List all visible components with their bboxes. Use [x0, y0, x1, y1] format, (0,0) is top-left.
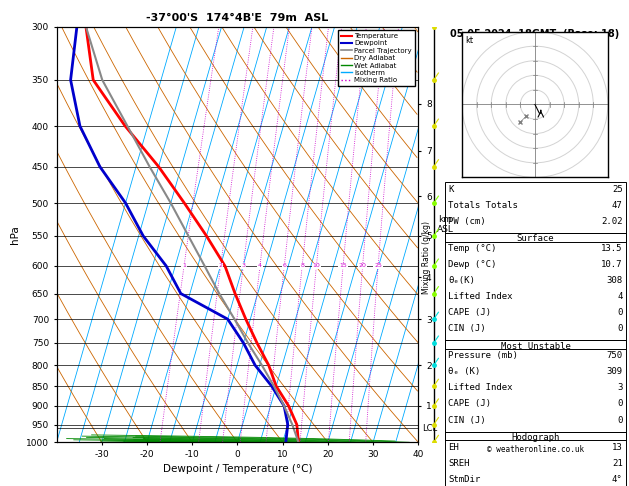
Text: LCL: LCL: [422, 424, 437, 433]
Legend: Temperature, Dewpoint, Parcel Trajectory, Dry Adiabat, Wet Adiabat, Isotherm, Mi: Temperature, Dewpoint, Parcel Trajectory…: [338, 30, 415, 86]
Text: CIN (J): CIN (J): [448, 324, 486, 333]
Text: 6: 6: [282, 263, 286, 268]
Text: kt: kt: [465, 36, 473, 45]
Text: 10.7: 10.7: [601, 260, 623, 269]
Text: 2.02: 2.02: [601, 217, 623, 226]
Text: Totals Totals: Totals Totals: [448, 201, 518, 209]
Text: Most Unstable: Most Unstable: [501, 342, 571, 350]
Text: 3: 3: [617, 383, 623, 392]
Y-axis label: km
ASL: km ASL: [437, 215, 454, 235]
Text: StmDir: StmDir: [448, 475, 481, 484]
Text: 750: 750: [606, 351, 623, 360]
Text: Lifted Index: Lifted Index: [448, 292, 513, 301]
Text: Pressure (mb): Pressure (mb): [448, 351, 518, 360]
Text: 25: 25: [374, 263, 382, 268]
Text: EH: EH: [448, 443, 459, 451]
Text: 10: 10: [313, 263, 320, 268]
Text: 47: 47: [612, 201, 623, 209]
Text: 4°: 4°: [612, 475, 623, 484]
Text: 0: 0: [617, 399, 623, 408]
Text: CAPE (J): CAPE (J): [448, 308, 491, 317]
Text: 4: 4: [617, 292, 623, 301]
Text: Dewp (°C): Dewp (°C): [448, 260, 497, 269]
Text: 25: 25: [612, 185, 623, 193]
Text: Lifted Index: Lifted Index: [448, 383, 513, 392]
Text: 05.05.2024  18GMT  (Base: 18): 05.05.2024 18GMT (Base: 18): [450, 29, 620, 39]
X-axis label: Dewpoint / Temperature (°C): Dewpoint / Temperature (°C): [163, 465, 312, 474]
Text: 21: 21: [612, 459, 623, 468]
Text: Temp (°C): Temp (°C): [448, 244, 497, 253]
Y-axis label: hPa: hPa: [11, 225, 20, 244]
Text: 309: 309: [606, 367, 623, 376]
Text: 20: 20: [359, 263, 367, 268]
Title: -37°00'S  174°4B'E  79m  ASL: -37°00'S 174°4B'E 79m ASL: [147, 13, 328, 23]
Text: 0: 0: [617, 308, 623, 317]
Text: 0: 0: [617, 416, 623, 424]
Text: 13: 13: [612, 443, 623, 451]
Text: θₑ (K): θₑ (K): [448, 367, 481, 376]
Text: CAPE (J): CAPE (J): [448, 399, 491, 408]
Text: K: K: [448, 185, 454, 193]
Text: Hodograph: Hodograph: [511, 433, 560, 442]
Text: 2: 2: [219, 263, 223, 268]
Text: Surface: Surface: [517, 234, 554, 243]
Text: 3: 3: [242, 263, 245, 268]
Text: 4: 4: [258, 263, 262, 268]
Text: PW (cm): PW (cm): [448, 217, 486, 226]
Text: 15: 15: [339, 263, 347, 268]
Text: © weatheronline.co.uk: © weatheronline.co.uk: [487, 445, 584, 454]
Text: 308: 308: [606, 276, 623, 285]
Text: CIN (J): CIN (J): [448, 416, 486, 424]
Text: 8: 8: [300, 263, 304, 268]
Text: SREH: SREH: [448, 459, 470, 468]
Text: 13.5: 13.5: [601, 244, 623, 253]
Text: 0: 0: [617, 324, 623, 333]
Text: θₑ(K): θₑ(K): [448, 276, 476, 285]
Text: Mixing Ratio (g/kg): Mixing Ratio (g/kg): [422, 221, 431, 294]
Text: 1: 1: [182, 263, 186, 268]
